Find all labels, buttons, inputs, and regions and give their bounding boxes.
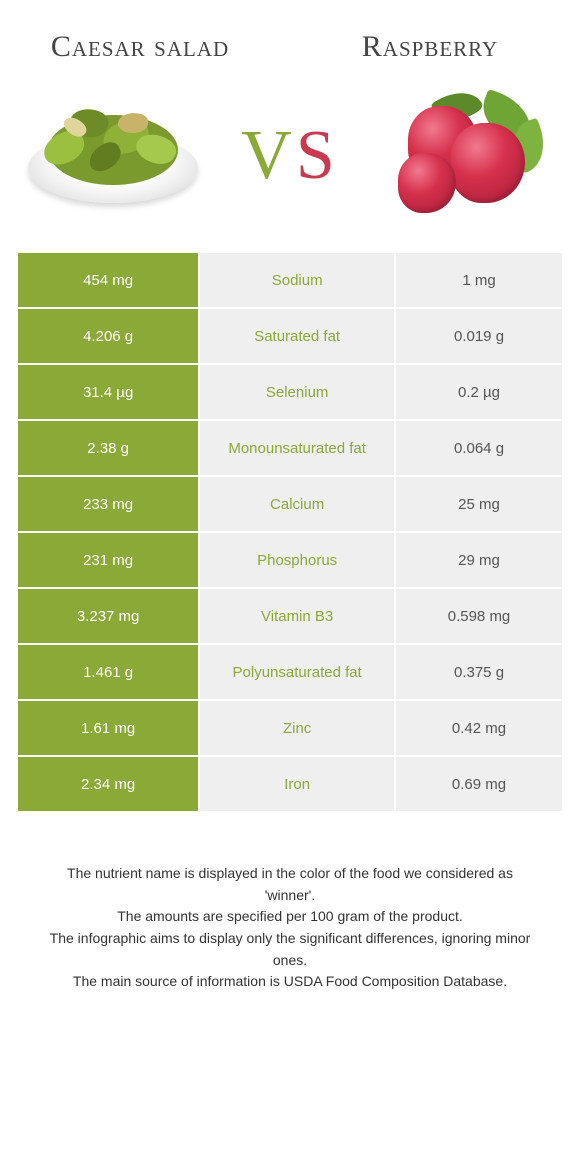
- nutrient-name: Iron: [200, 757, 396, 813]
- left-value: 454 mg: [18, 253, 200, 309]
- table-row: 2.34 mgIron0.69 mg: [18, 757, 562, 813]
- left-value: 231 mg: [18, 533, 200, 589]
- footer-notes: The nutrient name is displayed in the co…: [0, 813, 580, 1013]
- left-value: 31.4 µg: [18, 365, 200, 421]
- right-value: 0.019 g: [396, 309, 562, 365]
- right-value: 29 mg: [396, 533, 562, 589]
- salad-illustration: [25, 93, 200, 218]
- table-row: 31.4 µgSelenium0.2 µg: [18, 365, 562, 421]
- left-value: 2.38 g: [18, 421, 200, 477]
- nutrient-table: 454 mgSodium1 mg4.206 gSaturated fat0.01…: [18, 253, 562, 813]
- nutrient-name: Sodium: [200, 253, 396, 309]
- vs-label: VS: [241, 116, 339, 196]
- left-value: 1.61 mg: [18, 701, 200, 757]
- left-value: 2.34 mg: [18, 757, 200, 813]
- nutrient-name: Monounsaturated fat: [200, 421, 396, 477]
- left-value: 4.206 g: [18, 309, 200, 365]
- right-value: 0.42 mg: [396, 701, 562, 757]
- left-value: 1.461 g: [18, 645, 200, 701]
- right-value: 0.2 µg: [396, 365, 562, 421]
- vs-letter-s: S: [296, 116, 339, 196]
- nutrient-name: Vitamin B3: [200, 589, 396, 645]
- nutrient-name: Polyunsaturated fat: [200, 645, 396, 701]
- left-food-title: Caesar salad: [40, 30, 240, 63]
- left-value: 3.237 mg: [18, 589, 200, 645]
- table-row: 4.206 gSaturated fat0.019 g: [18, 309, 562, 365]
- table-row: 454 mgSodium1 mg: [18, 253, 562, 309]
- vs-letter-v: V: [241, 116, 296, 196]
- footer-line: The infographic aims to display only the…: [40, 928, 540, 971]
- nutrient-name: Selenium: [200, 365, 396, 421]
- footer-line: The nutrient name is displayed in the co…: [40, 863, 540, 906]
- right-value: 0.375 g: [396, 645, 562, 701]
- table-row: 1.461 gPolyunsaturated fat0.375 g: [18, 645, 562, 701]
- header: Caesar salad Raspberry: [0, 0, 580, 73]
- right-value: 25 mg: [396, 477, 562, 533]
- right-value: 0.064 g: [396, 421, 562, 477]
- nutrient-name: Calcium: [200, 477, 396, 533]
- right-value: 0.598 mg: [396, 589, 562, 645]
- footer-line: The main source of information is USDA F…: [40, 971, 540, 993]
- table-row: 2.38 gMonounsaturated fat0.064 g: [18, 421, 562, 477]
- table-row: 231 mgPhosphorus29 mg: [18, 533, 562, 589]
- hero-row: VS: [0, 73, 580, 253]
- raspberry-illustration: [380, 93, 555, 218]
- table-row: 233 mgCalcium25 mg: [18, 477, 562, 533]
- table-row: 3.237 mgVitamin B30.598 mg: [18, 589, 562, 645]
- right-food-title: Raspberry: [320, 30, 540, 63]
- footer-line: The amounts are specified per 100 gram o…: [40, 906, 540, 928]
- nutrient-name: Zinc: [200, 701, 396, 757]
- right-value: 0.69 mg: [396, 757, 562, 813]
- nutrient-name: Saturated fat: [200, 309, 396, 365]
- table-row: 1.61 mgZinc0.42 mg: [18, 701, 562, 757]
- left-value: 233 mg: [18, 477, 200, 533]
- nutrient-name: Phosphorus: [200, 533, 396, 589]
- right-value: 1 mg: [396, 253, 562, 309]
